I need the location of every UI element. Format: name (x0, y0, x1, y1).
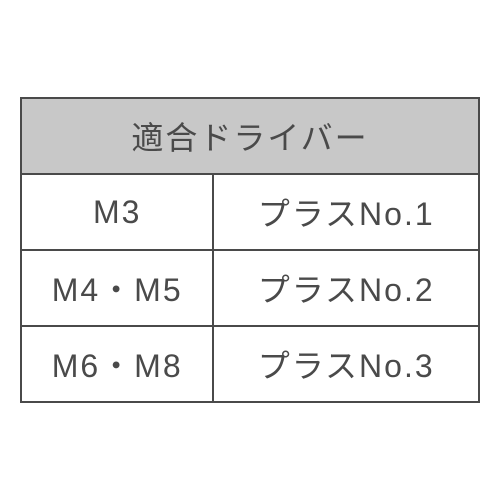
table-row: M6・M8 プラスNo.3 (21, 326, 479, 402)
driver-table: 適合ドライバー M3 プラスNo.1 M4・M5 プラスNo.2 M6・M8 プ… (20, 97, 480, 403)
table-row: M3 プラスNo.1 (21, 174, 479, 250)
size-cell: M6・M8 (21, 326, 213, 402)
driver-cell: プラスNo.2 (213, 250, 479, 326)
table-row: M4・M5 プラスNo.2 (21, 250, 479, 326)
table-header-row: 適合ドライバー (21, 98, 479, 174)
size-cell: M4・M5 (21, 250, 213, 326)
table-header: 適合ドライバー (21, 98, 479, 174)
driver-cell: プラスNo.3 (213, 326, 479, 402)
driver-cell: プラスNo.1 (213, 174, 479, 250)
driver-table-container: 適合ドライバー M3 プラスNo.1 M4・M5 プラスNo.2 M6・M8 プ… (20, 97, 480, 403)
size-cell: M3 (21, 174, 213, 250)
